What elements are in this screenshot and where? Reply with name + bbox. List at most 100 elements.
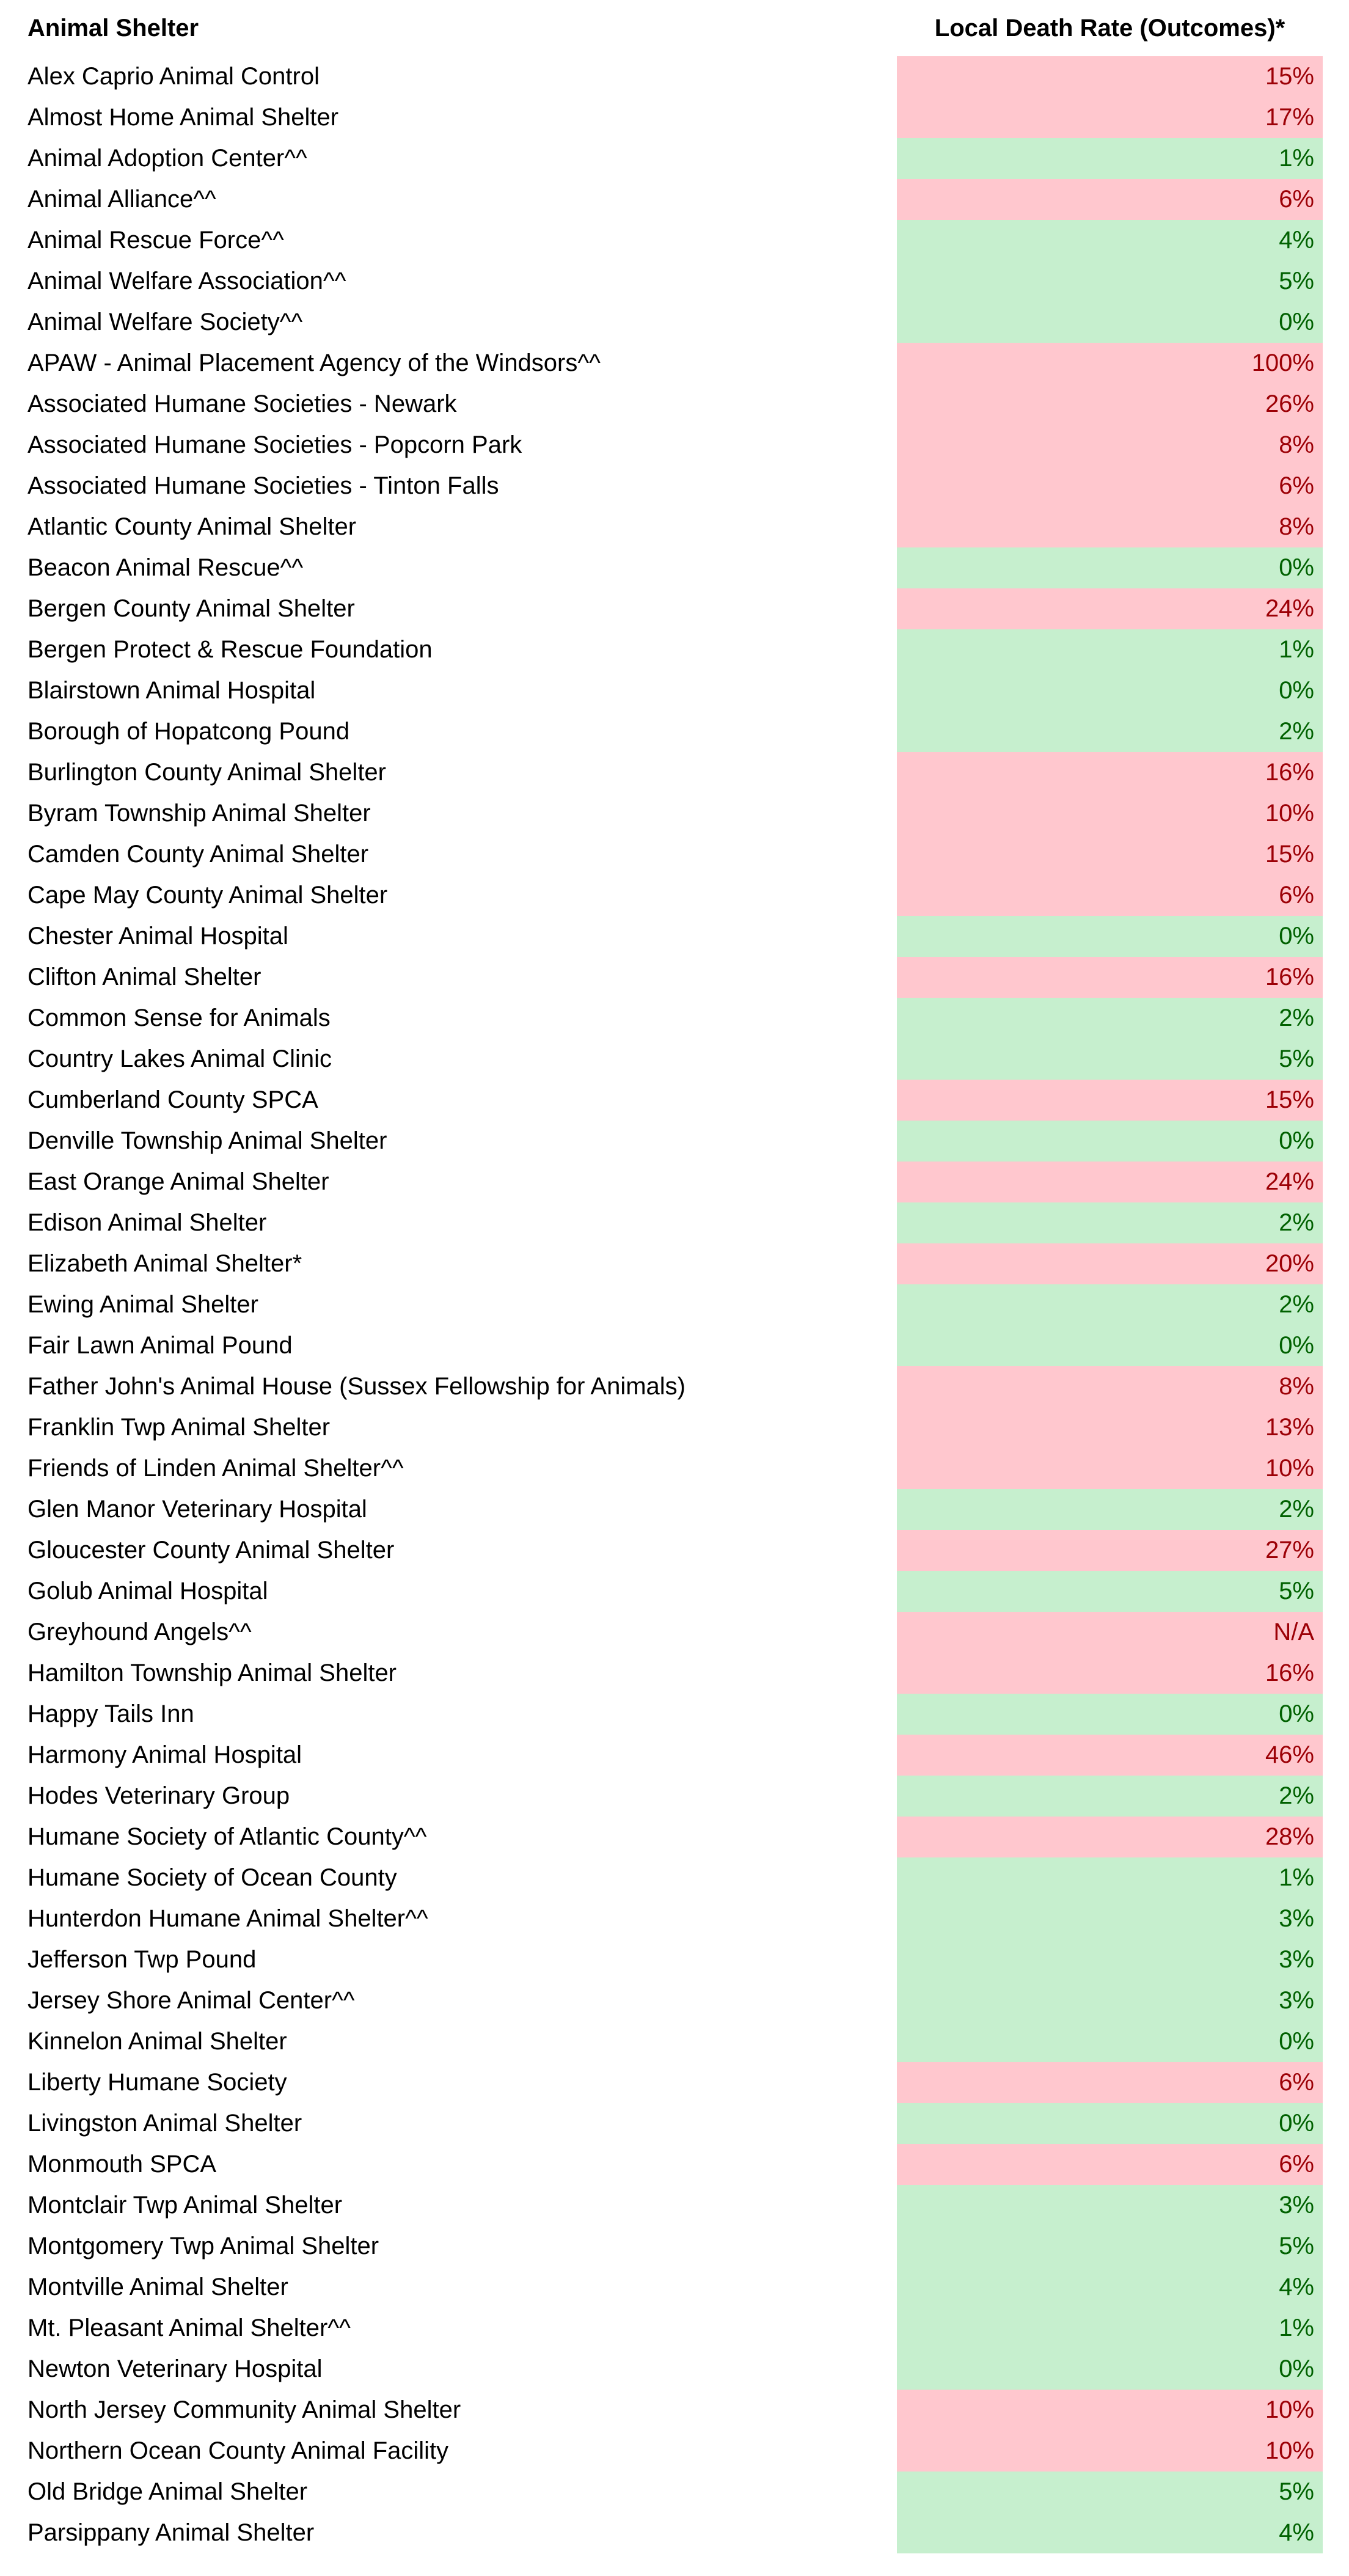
right-margin-spacer [1323,1284,1349,1325]
shelter-name-cell: Associated Humane Societies - Newark [0,384,897,425]
table-row: Montclair Twp Animal Shelter 3% [0,2185,1349,2226]
table-row: Cape May County Animal Shelter 6% [0,875,1349,916]
death-rate-cell: 4% [897,220,1323,261]
right-margin-spacer [1323,384,1349,425]
death-rate-cell: 15% [897,56,1323,97]
table-row: Alex Caprio Animal Control 15% [0,56,1349,97]
shelter-name-cell: Denville Township Animal Shelter [0,1121,897,1162]
table-row: Beacon Animal Rescue^^ 0% [0,547,1349,588]
shelter-name-cell: Country Lakes Animal Clinic [0,1039,897,1080]
shelter-name-cell: Franklin Twp Animal Shelter [0,1407,897,1448]
shelter-name-cell: Cumberland County SPCA [0,1080,897,1121]
right-margin-spacer [1323,793,1349,834]
shelter-name-cell: Cape May County Animal Shelter [0,875,897,916]
shelter-name-cell: Animal Alliance^^ [0,179,897,220]
table-row: Jersey Shore Animal Center^^ 3% [0,1980,1349,2021]
shelter-name-cell: Associated Humane Societies - Tinton Fal… [0,466,897,507]
death-rate-cell: 24% [897,588,1323,629]
death-rate-cell: 5% [897,2472,1323,2512]
death-rate-cell: 4% [897,2512,1323,2553]
shelter-name-cell: Liberty Humane Society [0,2062,897,2103]
shelter-name-cell: Jersey Shore Animal Center^^ [0,1980,897,2021]
right-margin-spacer [1323,834,1349,875]
death-rate-cell: 3% [897,1898,1323,1939]
shelter-name-cell: Burlington County Animal Shelter [0,752,897,793]
shelter-name-cell: Jefferson Twp Pound [0,1939,897,1980]
shelter-name-cell: Beacon Animal Rescue^^ [0,547,897,588]
death-rate-cell: 8% [897,1366,1323,1407]
right-margin-spacer [1323,1407,1349,1448]
right-margin-spacer [1323,2021,1349,2062]
death-rate-cell: 0% [897,302,1323,343]
shelter-name-cell: North Jersey Community Animal Shelter [0,2390,897,2431]
death-rate-cell: 3% [897,1980,1323,2021]
table-row: Clifton Animal Shelter 16% [0,957,1349,998]
right-margin-spacer [1323,56,1349,97]
table-row: Jefferson Twp Pound 3% [0,1939,1349,1980]
right-margin-spacer [1323,1366,1349,1407]
table-row: Golub Animal Hospital 5% [0,1571,1349,1612]
shelter-name-cell: Chester Animal Hospital [0,916,897,957]
shelter-name-cell: Animal Adoption Center^^ [0,138,897,179]
table-row: Newton Veterinary Hospital 0% [0,2349,1349,2390]
right-margin-spacer [1323,1980,1349,2021]
column-header-local-death-rate: Local Death Rate (Outcomes)* [934,14,1285,42]
right-margin-spacer [1323,875,1349,916]
shelter-name-cell: Humane Society of Atlantic County^^ [0,1817,897,1857]
right-margin-spacer [1323,220,1349,261]
table-row: Burlington County Animal Shelter 16% [0,752,1349,793]
table-row: Parsippany Animal Shelter 4% [0,2512,1349,2553]
table-row: Animal Adoption Center^^ 1% [0,138,1349,179]
right-margin-spacer [1323,97,1349,138]
death-rate-cell: 2% [897,1489,1323,1530]
table-row: Humane Society of Ocean County 1% [0,1857,1349,1898]
table-row: Fair Lawn Animal Pound 0% [0,1325,1349,1366]
table-row: Harmony Animal Hospital 46% [0,1735,1349,1776]
death-rate-cell: 16% [897,1653,1323,1694]
right-margin-spacer [1323,1080,1349,1121]
right-margin-spacer [1323,1325,1349,1366]
table-body: Alex Caprio Animal Control 15% Almost Ho… [0,56,1349,2553]
table-row: Animal Welfare Association^^ 5% [0,261,1349,302]
table-row: Almost Home Animal Shelter 17% [0,97,1349,138]
table-row: Animal Alliance^^ 6% [0,179,1349,220]
shelter-name-cell: Greyhound Angels^^ [0,1612,897,1653]
death-rate-cell: 1% [897,2308,1323,2349]
right-margin-spacer [1323,2308,1349,2349]
right-margin-spacer [1323,343,1349,384]
right-margin-spacer [1323,1735,1349,1776]
table-row: Happy Tails Inn 0% [0,1694,1349,1735]
shelter-name-cell: Borough of Hopatcong Pound [0,711,897,752]
shelter-name-cell: Kinnelon Animal Shelter [0,2021,897,2062]
right-margin-spacer [1323,2185,1349,2226]
table-row: Associated Humane Societies - Newark 26% [0,384,1349,425]
table-row: Common Sense for Animals 2% [0,998,1349,1039]
shelter-name-cell: Alex Caprio Animal Control [0,56,897,97]
right-margin-spacer [1323,1857,1349,1898]
table-row: Camden County Animal Shelter 15% [0,834,1349,875]
shelter-name-cell: Almost Home Animal Shelter [0,97,897,138]
death-rate-cell: 13% [897,1407,1323,1448]
death-rate-cell: 8% [897,425,1323,466]
right-margin-spacer [1323,1898,1349,1939]
shelter-name-cell: Glen Manor Veterinary Hospital [0,1489,897,1530]
table-row: Denville Township Animal Shelter 0% [0,1121,1349,1162]
table-row: Atlantic County Animal Shelter 8% [0,507,1349,547]
shelter-name-cell: Elizabeth Animal Shelter* [0,1243,897,1284]
table-row: Associated Humane Societies - Popcorn Pa… [0,425,1349,466]
right-margin-spacer [1323,547,1349,588]
shelter-name-cell: Old Bridge Animal Shelter [0,2472,897,2512]
death-rate-cell: 0% [897,2103,1323,2144]
shelter-name-cell: Golub Animal Hospital [0,1571,897,1612]
death-rate-cell: 5% [897,1571,1323,1612]
table-row: Borough of Hopatcong Pound 2% [0,711,1349,752]
death-rate-cell: 0% [897,1121,1323,1162]
shelter-name-cell: Father John's Animal House (Sussex Fello… [0,1366,897,1407]
shelter-name-cell: Montgomery Twp Animal Shelter [0,2226,897,2267]
death-rate-cell: 28% [897,1817,1323,1857]
right-margin-spacer [1323,752,1349,793]
right-margin-spacer [1323,1489,1349,1530]
death-rate-cell: 0% [897,2349,1323,2390]
death-rate-cell: 2% [897,1776,1323,1817]
